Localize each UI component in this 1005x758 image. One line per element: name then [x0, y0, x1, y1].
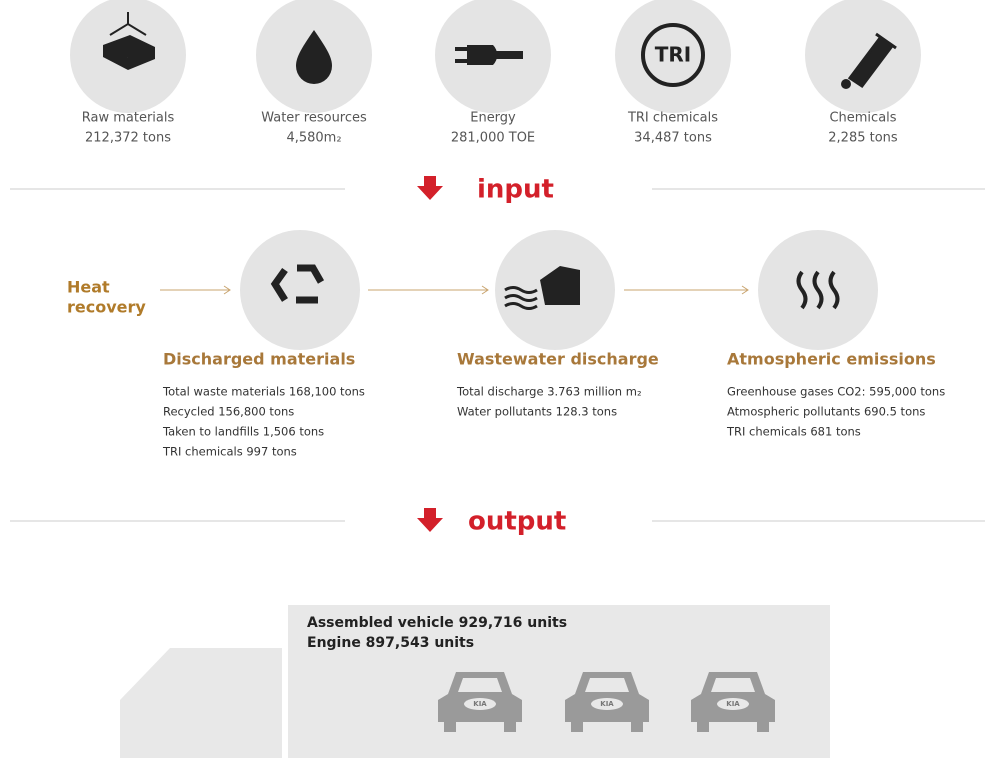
input-value: 34,487 tons [634, 131, 712, 146]
process-title: Discharged materials [163, 350, 355, 369]
car-wheel [631, 722, 643, 732]
car-badge-text: KIA [726, 700, 740, 708]
input-label: TRI chemicals [627, 111, 718, 126]
car-wheel [757, 722, 769, 732]
process-line: Total discharge 3.763 million m₂ [456, 385, 642, 399]
input-label: Chemicals [829, 111, 896, 126]
input-heading: input [477, 175, 554, 205]
car-window [585, 678, 629, 692]
heat-recovery: Heat [67, 278, 110, 297]
process-line: TRI chemicals 681 tons [726, 425, 861, 439]
infographic: TRI Raw materials 212,372 tons Water resou… [0, 0, 1005, 758]
tri-icon: TRI [655, 43, 691, 67]
process-line: TRI chemicals 997 tons [162, 445, 297, 459]
process-line: Total waste materials 168,100 tons [162, 385, 365, 399]
product-line: Assembled vehicle 929,716 units [307, 615, 567, 631]
process-line: Water pollutants 128.3 tons [457, 405, 617, 419]
down-arrow [417, 176, 443, 200]
car-badge-text: KIA [600, 700, 614, 708]
process-title: Atmospheric emissions [727, 350, 936, 369]
car-wheel [571, 722, 583, 732]
input-value: 2,285 tons [828, 131, 898, 146]
input-label: Water resources [261, 111, 367, 126]
process-icons [240, 230, 878, 350]
car-window [711, 678, 755, 692]
car-wheel [444, 722, 456, 732]
input-value: 281,000 TOE [451, 131, 535, 146]
process-line: Atmospheric pollutants 690.5 tons [727, 405, 925, 419]
process-line: Recycled 156,800 tons [163, 405, 294, 419]
output-heading: output [468, 507, 566, 537]
process-title: Wastewater discharge [457, 350, 659, 369]
car-wheel [504, 722, 516, 732]
product-line: Engine 897,543 units [307, 635, 474, 651]
process-line: Taken to landfills 1,506 tons [162, 425, 324, 439]
down-arrow [417, 508, 443, 532]
input-value: 212,372 tons [85, 131, 171, 146]
car-wheel [697, 722, 709, 732]
input-value: 4,580m₂ [286, 131, 341, 146]
input-label: Energy [470, 111, 516, 126]
car-badge-text: KIA [473, 700, 487, 708]
heat-recovery: recovery [67, 298, 146, 317]
car-window [458, 678, 502, 692]
process-line: Greenhouse gases CO2: 595,000 tons [727, 385, 945, 399]
input-label: Raw materials [82, 111, 175, 126]
